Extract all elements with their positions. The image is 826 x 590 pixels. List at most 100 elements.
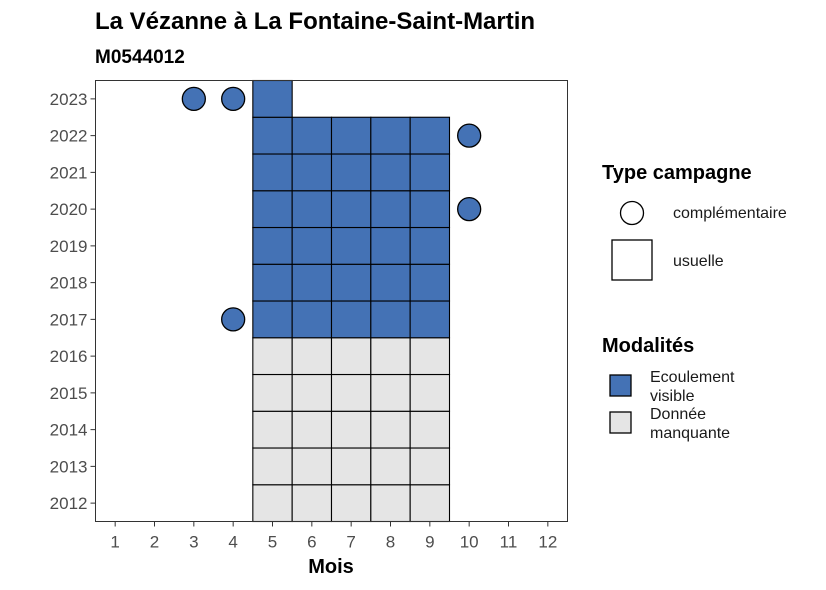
tile-usuelle [252, 373, 293, 412]
point-complementaire [457, 196, 482, 222]
tile-usuelle [370, 190, 411, 229]
axes: 1 2 3 4 5 6 7 8 9 10 11 122012201320142015201620172… [50, 90, 558, 552]
tile-usuelle [291, 153, 333, 192]
legend-campagne-label: complémentaire [673, 205, 787, 222]
legend-modalite-label: visible [650, 388, 695, 405]
y-tick-label: 2023 [50, 90, 88, 109]
tile-usuelle [291, 116, 333, 155]
legend-modalites: Modalités Ecoulement visible Donnée manq… [602, 335, 735, 442]
tile-usuelle [409, 484, 451, 523]
tile-usuelle [291, 484, 333, 523]
tile-usuelle [291, 337, 333, 376]
tile-usuelle [409, 410, 451, 449]
tile-usuelle [370, 116, 411, 155]
x-tick-label: 3 [189, 533, 198, 552]
tile-usuelle [330, 484, 372, 523]
y-tick-label: 2014 [50, 421, 88, 440]
x-tick-label: 5 [268, 533, 277, 552]
tile-usuelle [252, 116, 293, 155]
x-tick-label: 9 [425, 533, 434, 552]
tile-usuelle [370, 484, 411, 523]
tile-usuelle [330, 337, 372, 376]
tile-usuelle [409, 226, 451, 265]
y-tick-label: 2022 [50, 127, 88, 146]
y-tick-label: 2015 [50, 384, 88, 403]
point-complementaire [457, 123, 482, 148]
chart-subtitle: M0544012 [95, 47, 185, 68]
plot-panel-border [95, 80, 568, 522]
x-tick-label: 12 [538, 533, 557, 552]
y-tick-label: 2019 [50, 237, 88, 256]
tile-usuelle [370, 337, 411, 376]
tile-usuelle [291, 410, 333, 449]
point-complementaire [181, 86, 206, 112]
x-axis-title: Mois [308, 556, 354, 578]
tile-usuelle [370, 373, 411, 412]
tile-usuelle [370, 263, 411, 302]
tile-usuelle [409, 190, 451, 229]
tile-usuelle [409, 116, 451, 155]
tile-usuelle [370, 153, 411, 192]
tile-usuelle [291, 447, 333, 486]
legend-modalite-label: manquante [650, 425, 730, 442]
legend-modalite-label: Donnée [650, 406, 706, 423]
x-tick-label: 8 [386, 533, 395, 552]
y-tick-label: 2016 [50, 347, 88, 366]
x-tick-label: 7 [346, 533, 355, 552]
chart-title: La Vézanne à La Fontaine-Saint-Martin [95, 8, 535, 35]
tile-usuelle [370, 447, 411, 486]
y-tick-label: 2012 [50, 494, 88, 513]
tile-usuelle [370, 410, 411, 449]
tile-usuelle [330, 373, 372, 412]
y-tick-label: 2013 [50, 457, 88, 476]
tile-usuelle [252, 484, 293, 523]
legend-modalites-title: Modalités [602, 335, 694, 357]
y-tick-label: 2020 [50, 200, 88, 219]
x-tick-label: 4 [228, 533, 237, 552]
tile-usuelle [252, 79, 293, 118]
y-tick-label: 2021 [50, 163, 88, 182]
tile-usuelle [252, 410, 293, 449]
tile-usuelle [409, 373, 451, 412]
legend-campagne-label: usuelle [673, 253, 724, 270]
legend-swatch-donnee-manquante [609, 411, 632, 434]
legend-square-symbol [611, 239, 653, 281]
tile-usuelle [252, 263, 293, 302]
point-complementaire [221, 307, 246, 332]
tile-usuelle [409, 153, 451, 192]
plot-area [181, 79, 482, 523]
tile-usuelle [252, 153, 293, 192]
legend-swatch-ecoulement [609, 374, 632, 397]
legend-circle-symbol [619, 200, 645, 226]
tile-usuelle [409, 300, 451, 339]
x-tick-label: 2 [150, 533, 159, 552]
tile-usuelle [252, 300, 293, 339]
tile-usuelle [330, 116, 372, 155]
x-tick-label: 11 [500, 533, 518, 552]
tile-usuelle [330, 300, 372, 339]
legend-modalite-label: Ecoulement [650, 369, 735, 386]
tile-usuelle [252, 447, 293, 486]
tile-usuelle [252, 226, 293, 265]
tile-usuelle [330, 153, 372, 192]
tile-usuelle [291, 190, 333, 229]
x-tick-label: 10 [460, 533, 479, 552]
tile-usuelle [409, 337, 451, 376]
tile-usuelle [291, 373, 333, 412]
y-tick-label: 2018 [50, 274, 88, 293]
tile-usuelle [409, 447, 451, 486]
tile-usuelle [330, 263, 372, 302]
tile-usuelle [330, 410, 372, 449]
tile-usuelle [291, 226, 333, 265]
y-tick-label: 2017 [50, 310, 88, 329]
tile-usuelle [409, 263, 451, 302]
x-tick-label: 1 [110, 533, 119, 552]
tile-usuelle [291, 263, 333, 302]
point-complementaire [221, 86, 246, 112]
tile-usuelle [370, 300, 411, 339]
legend-campagne: Type campagne complémentaire usuelle [602, 162, 787, 281]
tile-usuelle [330, 226, 372, 265]
x-tick-label: 6 [307, 533, 316, 552]
tile-usuelle [252, 190, 293, 229]
